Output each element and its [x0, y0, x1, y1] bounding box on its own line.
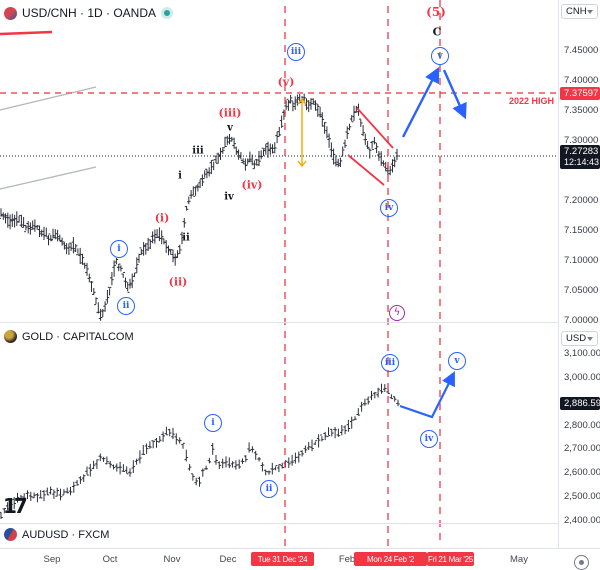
- gray-channel-lower-line: [0, 166, 97, 190]
- wave-label-ii[interactable]: ii: [260, 480, 278, 498]
- market-open-dot-icon: [164, 10, 171, 16]
- symbol-legend-label: GOLD · CAPITALCOM: [22, 330, 134, 343]
- wave-label-iv[interactable]: iv: [420, 430, 438, 448]
- wave-label-iv[interactable]: (iv): [241, 178, 263, 192]
- price-tick: 2,500.00: [564, 491, 600, 503]
- price-tick: 7.45000: [564, 45, 599, 56]
- month-label-nov: Nov: [163, 554, 181, 565]
- usdcnh-ohlc-bars: [0, 91, 399, 321]
- month-label-oct: Oct: [102, 554, 118, 565]
- wave-label-iii[interactable]: iii: [287, 43, 305, 61]
- scroll-to-realtime-icon[interactable]: [574, 555, 589, 570]
- wave-label-v[interactable]: v: [227, 122, 233, 134]
- time-axis[interactable]: Sep Oct Nov Dec Feb May Tue 31 Dec '24 Mon 24 …: [0, 548, 600, 570]
- symbol-legend-label: AUDUSD · FXCM: [22, 528, 110, 541]
- orange-arrowhead-down: [297, 160, 307, 168]
- wave-label-v[interactable]: v: [431, 47, 449, 65]
- tradingview-logo: 17: [3, 494, 28, 518]
- unit-selector-cnh[interactable]: CNH: [561, 4, 598, 19]
- wave-label-iii[interactable]: iii: [192, 145, 204, 157]
- bar-countdown: 12:14:43: [564, 157, 600, 167]
- price-tick: 7.20000: [564, 195, 599, 206]
- blue-forecast-arrow-up: [401, 66, 440, 138]
- month-label-feb: Feb: [338, 554, 356, 565]
- gray-channel-upper-line: [0, 86, 97, 111]
- wave-label-iv[interactable]: iv: [224, 191, 234, 203]
- wave-label-C[interactable]: C: [432, 25, 442, 39]
- symbol-legend-usdcnh[interactable]: USD/CNH · 1D · OANDA: [4, 6, 171, 20]
- price-tick: 2,400.00: [564, 515, 600, 526]
- gold-forecast-path: [399, 371, 455, 419]
- unit-selector-usd[interactable]: USD: [561, 331, 598, 346]
- blue-forecast-arrow-down: [442, 69, 467, 120]
- price-tick: 2,700.00: [564, 443, 600, 455]
- flag-channel-lower-line: [347, 154, 385, 186]
- wave-label-ii[interactable]: ii: [117, 297, 135, 315]
- price-tick: 7.05000: [564, 285, 599, 296]
- panel-divider-2[interactable]: [0, 523, 600, 524]
- audusd-flag-icon: [4, 528, 17, 541]
- month-label-sep: Sep: [43, 554, 61, 565]
- gold-ohlc-bars: [0, 383, 400, 519]
- chevron-down-icon: [587, 336, 593, 341]
- usdcnh-flag-icon: [4, 6, 17, 20]
- panel-divider-1[interactable]: [0, 322, 600, 323]
- trend-lines[interactable]: [0, 30, 97, 190]
- symbol-legend-audusd[interactable]: AUDUSD · FXCM: [4, 528, 109, 541]
- lightning-idea-icon[interactable]: ϟ: [389, 305, 405, 321]
- wave-label-i[interactable]: i: [204, 414, 222, 432]
- wave-label-5[interactable]: (5): [426, 5, 446, 19]
- wave-label-i[interactable]: (i): [154, 211, 170, 225]
- wave-label-ii[interactable]: ii: [182, 232, 190, 244]
- month-label-may: May: [510, 554, 528, 565]
- symbol-legend-label: USD/CNH · 1D · OANDA: [22, 6, 157, 20]
- gold-symbol-icon: [4, 330, 17, 343]
- date-badge: Fri 21 Mar '25: [427, 552, 474, 566]
- chart-annotations[interactable]: [0, 0, 558, 546]
- price-tick: 7.00000: [564, 315, 599, 326]
- flag-channel-upper-line: [356, 107, 394, 149]
- last-price-badge-gold: 2,886.59: [560, 397, 600, 410]
- wave-label-iv[interactable]: iv: [380, 199, 398, 217]
- price-tick: 2,800.00: [564, 419, 600, 431]
- price-axis[interactable]: CNH USD 7.45000 7.40000 7.35000 7.30000 7.20…: [558, 0, 600, 570]
- wave-label-i[interactable]: i: [110, 240, 128, 258]
- red-trendline-topleft: [0, 30, 53, 36]
- price-tick: 3,100.00: [564, 348, 600, 359]
- date-badge: Mon 24 Feb '2: [354, 552, 427, 566]
- month-label-dec: Dec: [219, 554, 237, 565]
- price-tick: 7.40000: [564, 75, 599, 86]
- price-tick: 3,000.00: [564, 371, 600, 383]
- wave-label-ii[interactable]: (ii): [168, 275, 188, 289]
- price-tick: 2,600.00: [564, 467, 600, 479]
- last-price-badge-usdcnh: 7.27283 12:14:43: [560, 145, 600, 169]
- level-price-badge: 7.37597: [560, 87, 600, 100]
- price-tick: 7.10000: [564, 255, 599, 266]
- orange-arrowhead-up: [297, 97, 307, 105]
- price-tick: 7.15000: [564, 225, 599, 236]
- wave-label-i[interactable]: i: [178, 170, 182, 182]
- date-badge: Tue 31 Dec '24: [251, 552, 314, 566]
- unit-selector-label: CNH: [566, 6, 587, 17]
- price-tick: 7.30000: [564, 135, 599, 146]
- wave-label-iii[interactable]: iii: [381, 354, 399, 372]
- price-tick: 7.35000: [564, 105, 599, 116]
- wave-label-v[interactable]: (v): [277, 75, 295, 89]
- level-note-2022-high: 2022 HIGH: [508, 96, 554, 106]
- unit-selector-label: USD: [566, 333, 587, 344]
- symbol-legend-gold[interactable]: GOLD · CAPITALCOM: [4, 330, 134, 343]
- wave-label-v[interactable]: v: [448, 352, 466, 370]
- chevron-down-icon: [587, 9, 593, 14]
- wave-label-iii[interactable]: (iii): [218, 106, 242, 120]
